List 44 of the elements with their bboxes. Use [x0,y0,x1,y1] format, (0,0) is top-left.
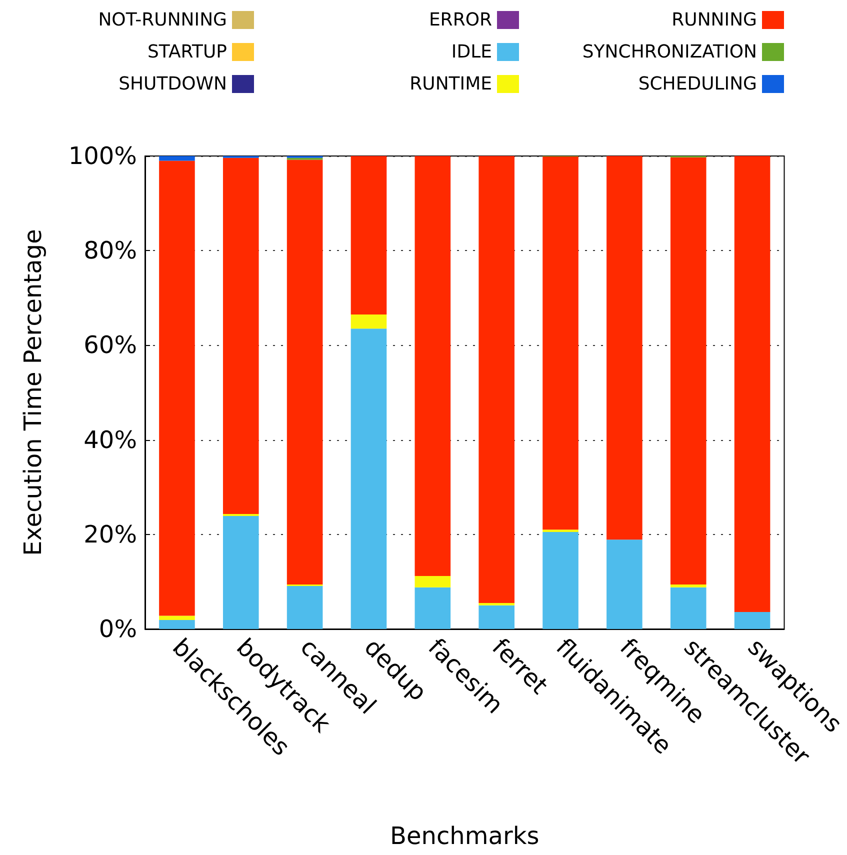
x-axis-title: Benchmarks [390,822,540,850]
bar [606,156,642,540]
legend-label: SYNCHRONIZATION [582,42,757,62]
bar [670,157,706,585]
y-axis-title: Execution Time Percentage [19,229,47,556]
y-tick-label: 80% [84,236,137,265]
y-tick-label: 20% [84,520,137,548]
legend-label: IDLE [451,42,492,62]
bar [478,602,514,606]
bar [414,587,451,629]
bar [222,516,259,629]
bar [414,156,451,576]
bar [734,156,770,612]
legend-label: SHUTDOWN [118,74,227,94]
legend-label: ERROR [428,10,492,30]
bar [159,616,195,620]
bar [286,160,323,585]
bar [606,540,642,629]
legend-label: NOT-RUNNING [98,10,227,30]
bar [350,314,387,329]
bar [286,586,323,629]
y-tick-label: 40% [84,426,137,454]
legend-label: STARTUP [147,42,228,62]
bar [159,160,195,616]
bar [542,532,578,629]
bar [478,605,514,629]
legend-label: RUNNING [672,10,757,30]
y-tick-label: 100% [68,142,137,170]
bar [159,620,195,629]
bar [414,576,451,588]
legend-label: SCHEDULING [638,74,757,94]
bar [159,156,195,161]
bar [734,612,770,629]
bar [478,156,514,603]
y-tick-label: 60% [84,331,137,360]
bar [670,587,706,629]
bar [670,584,706,588]
legend-label: RUNTIME [410,74,492,94]
bar [222,158,259,514]
y-tick-label: 0% [98,615,137,643]
bar [542,156,578,530]
bar [542,530,578,532]
bar [350,328,387,629]
bar [350,156,387,314]
